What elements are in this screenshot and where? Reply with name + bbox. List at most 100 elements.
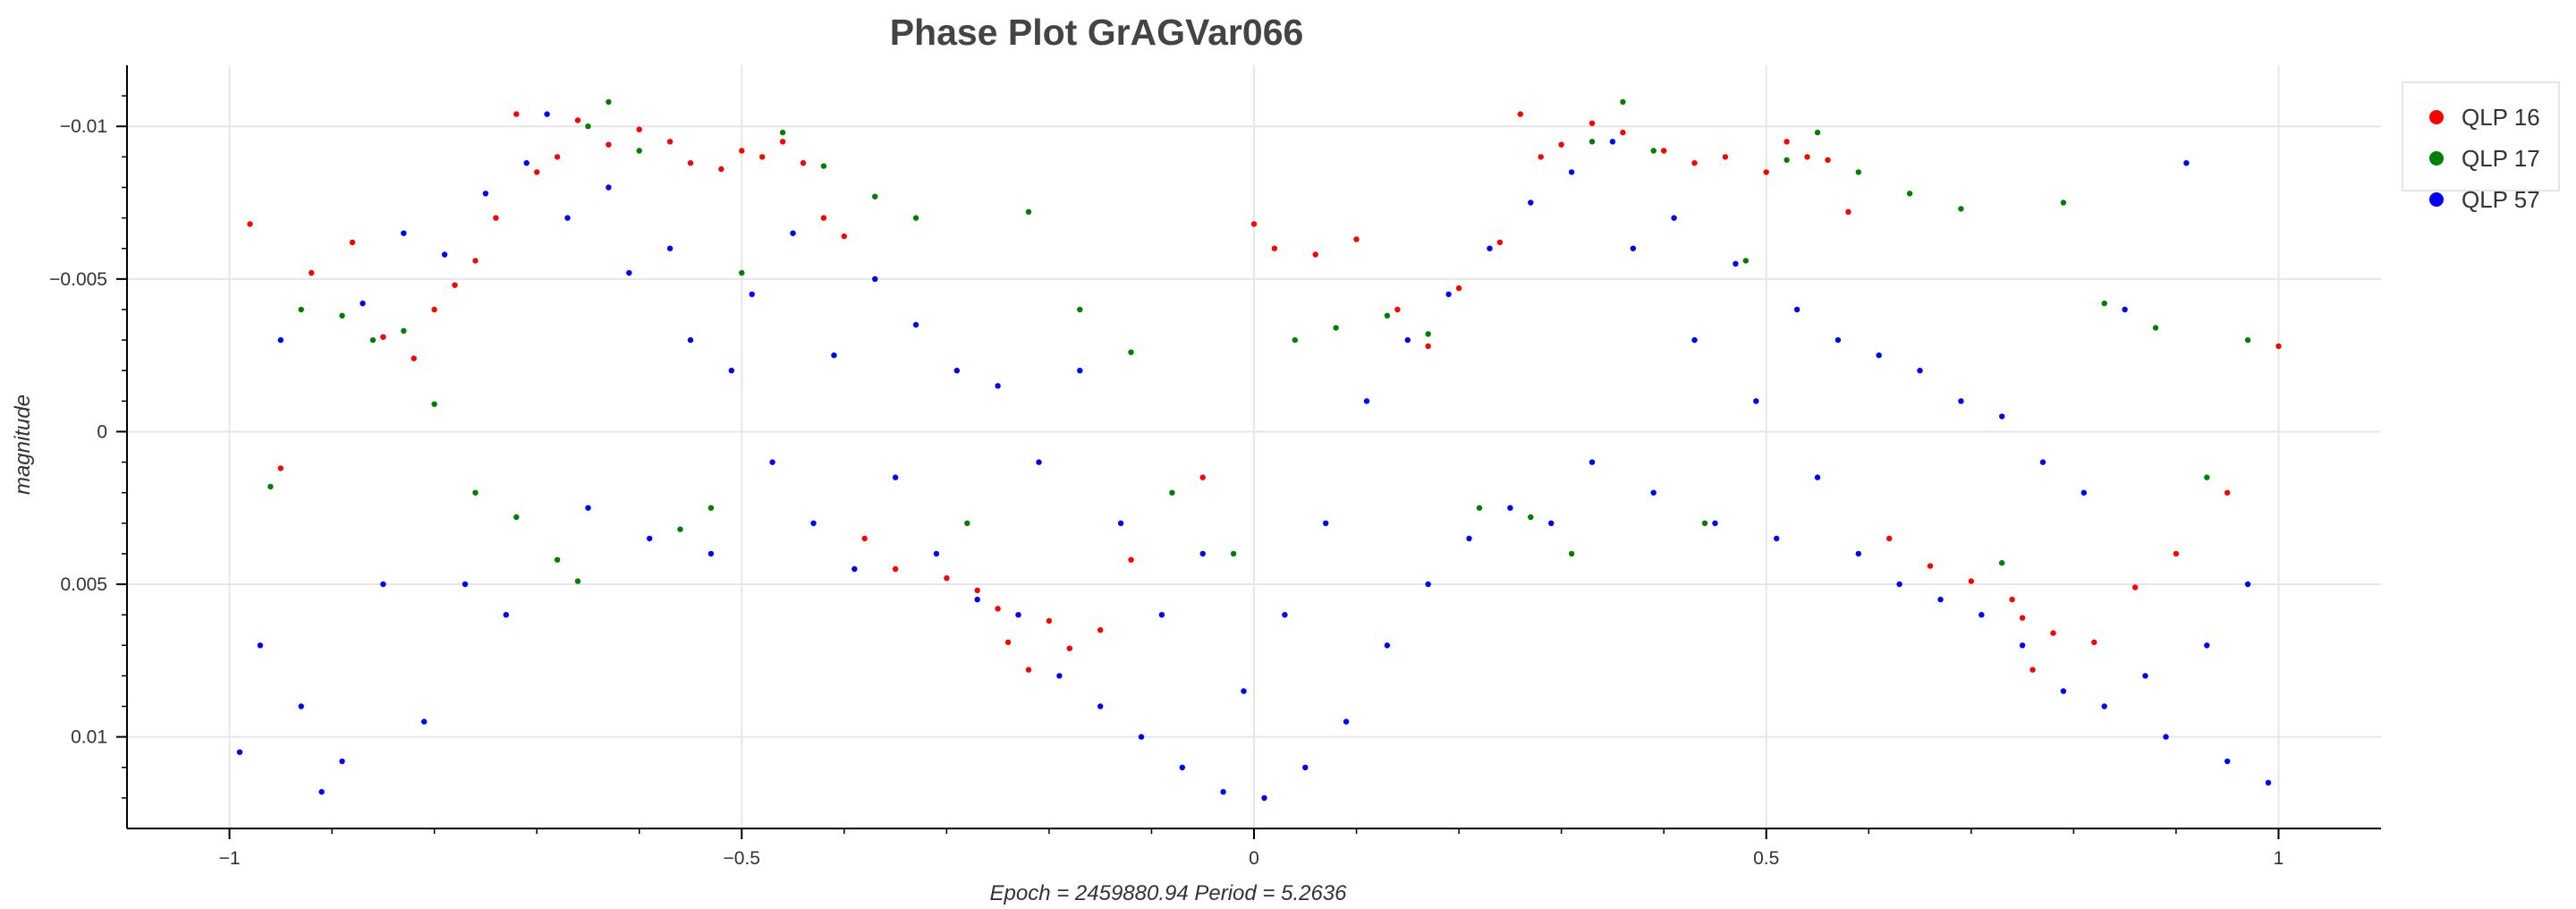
data-point [790, 230, 796, 236]
data-point [2060, 200, 2067, 206]
data-point [1282, 612, 1288, 618]
data-point [606, 98, 612, 106]
data-point [2224, 489, 2231, 496]
legend-label: QLP 16 [2462, 104, 2540, 131]
data-point [1036, 459, 1042, 465]
data-point [1568, 169, 1575, 175]
data-point [1261, 794, 1267, 802]
data-point [749, 291, 755, 298]
data-point [1128, 349, 1134, 355]
data-point [1999, 560, 2005, 566]
data-point [1958, 206, 1964, 212]
data-point [1158, 612, 1165, 618]
data-point [513, 111, 520, 117]
data-point [1077, 368, 1083, 374]
data-point [1558, 141, 1564, 148]
data-point [1753, 398, 1759, 404]
data-point [1589, 459, 1596, 465]
data-point [2080, 489, 2087, 496]
data-point [1312, 251, 1318, 258]
x-tick-label: 0.5 [1753, 848, 1779, 869]
data-point [666, 139, 674, 145]
data-point [2101, 300, 2107, 307]
data-point [1004, 639, 1012, 646]
data-point [892, 474, 899, 480]
x-axis-label: Epoch = 2459880.94 Period = 5.2636 [990, 881, 1348, 905]
data-point [267, 483, 274, 490]
chart-title: Phase Plot GrAGVar066 [890, 12, 1304, 53]
data-point [1445, 291, 1452, 298]
data-point [2050, 630, 2056, 636]
y-tick-label: 0 [97, 421, 107, 442]
data-point [1046, 617, 1053, 624]
data-point [820, 163, 827, 169]
data-point [462, 581, 469, 588]
data-point [2224, 758, 2231, 765]
data-point [1507, 505, 1513, 511]
data-point [1650, 489, 1657, 496]
data-point [1917, 368, 1923, 374]
data-point [1568, 550, 1575, 557]
data-point [739, 269, 745, 276]
y-axis-label: magnitude [11, 395, 35, 495]
data-point [933, 550, 940, 557]
data-point [2009, 596, 2015, 603]
data-point [626, 269, 632, 276]
legend-items: QLP 16 QLP 17 QLP 57 [2429, 104, 2540, 213]
data-point [1517, 111, 1524, 117]
data-point [554, 154, 561, 160]
data-point [1804, 154, 1810, 160]
data-point [1906, 191, 1913, 197]
data-point [1691, 160, 1698, 166]
data-point [1548, 520, 1555, 526]
data-point [1230, 550, 1237, 557]
data-point [1097, 703, 1104, 709]
axes-layer: −1 −0.5 0 0.5 1 −0.01 −0.005 0 0.005 0.01 [49, 65, 2381, 869]
data-point [861, 535, 868, 542]
data-point [2244, 581, 2251, 588]
data-point [1404, 336, 1411, 344]
data-point [2029, 667, 2036, 673]
data-point [452, 282, 458, 288]
data-point [1241, 688, 1247, 694]
data-point [1394, 306, 1401, 313]
data-point [2122, 306, 2128, 313]
data-point [1835, 336, 1842, 344]
data-point [1589, 120, 1596, 126]
data-point [1733, 260, 1739, 267]
data-point [1927, 563, 1934, 569]
data-point [1968, 578, 1974, 584]
data-point [1199, 474, 1206, 480]
data-point [1825, 157, 1831, 163]
data-point [1425, 343, 1431, 350]
data-point [2244, 336, 2251, 344]
data-point [1353, 236, 1360, 242]
data-point [1671, 215, 1677, 221]
data-point [380, 334, 386, 340]
data-point [647, 535, 653, 542]
data-point [2039, 459, 2046, 465]
data-point [1784, 139, 1790, 145]
data-point [1701, 520, 1708, 526]
data-point [1466, 535, 1472, 542]
data-point [1620, 129, 1626, 136]
data-point [298, 306, 304, 313]
data-point [236, 749, 243, 755]
data-point [1220, 788, 1226, 795]
data-point [2204, 642, 2210, 649]
data-point [1333, 325, 1339, 331]
data-point [544, 111, 550, 117]
data-point [411, 355, 417, 361]
data-point [739, 148, 745, 154]
data-point [820, 215, 827, 221]
data-point [360, 300, 366, 307]
data-point [718, 166, 724, 173]
data-point [759, 154, 766, 160]
x-tick-label: −0.5 [724, 848, 760, 869]
data-point [1691, 336, 1698, 344]
x-tick-label: 1 [2274, 848, 2284, 869]
data-point [554, 556, 561, 563]
data-point [1538, 154, 1544, 160]
data-point [1630, 245, 1637, 251]
data-point [401, 327, 407, 334]
